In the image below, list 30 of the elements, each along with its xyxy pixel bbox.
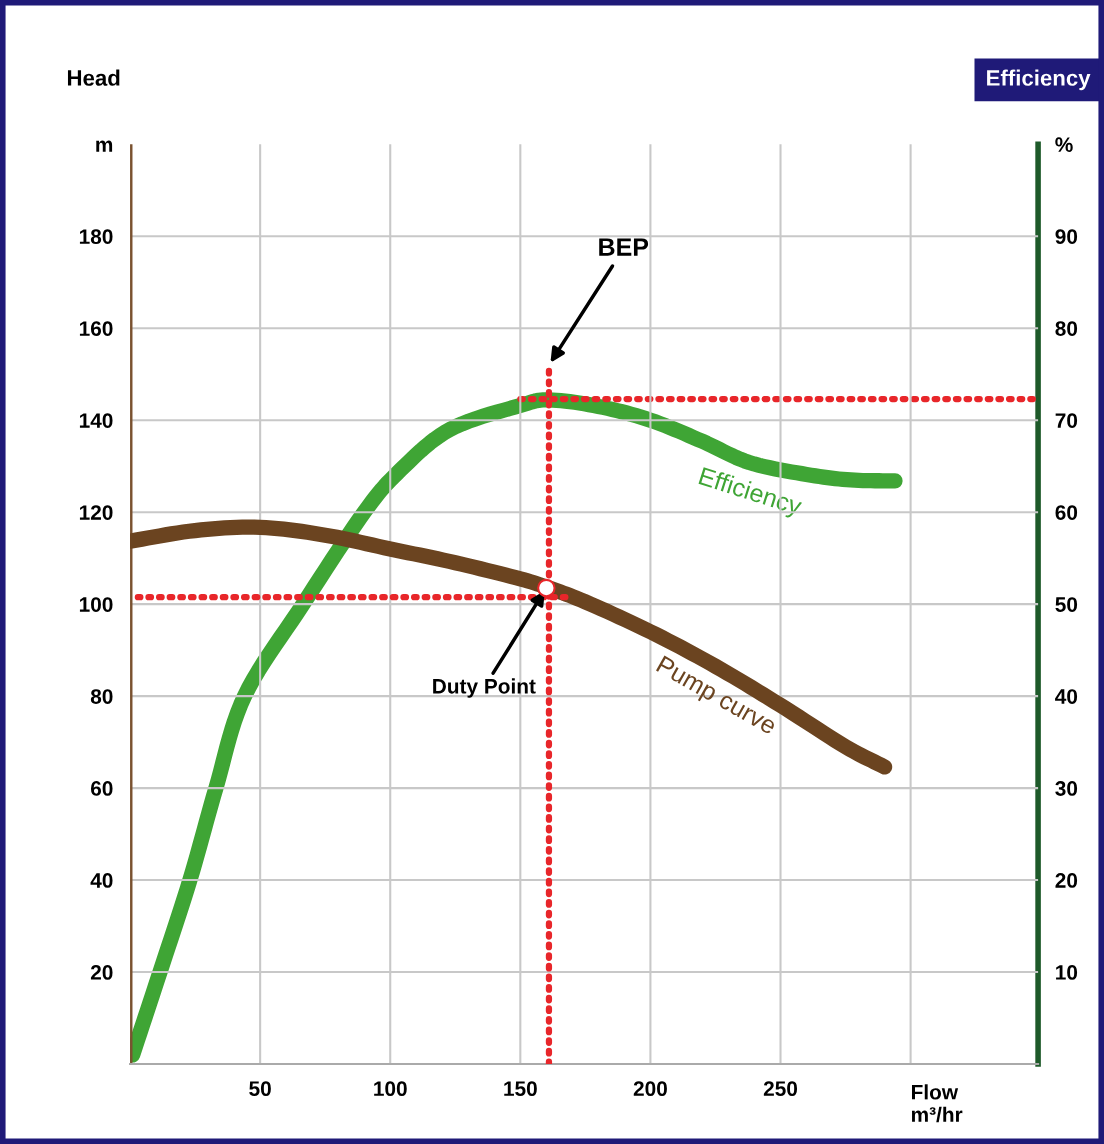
x-tick-label: 50	[249, 1081, 271, 1096]
y2-tick-label: 70	[1055, 413, 1078, 428]
y2-tick-label: 10	[1056, 965, 1078, 980]
y2-tick-label: 50	[1055, 597, 1078, 612]
x-tick-label: 250	[763, 1081, 798, 1096]
y2-tick-label: 90	[1055, 229, 1078, 244]
x-axis-title: Flow m³/hr	[911, 1084, 963, 1123]
y2-axis-title: Efficiency	[987, 69, 1091, 91]
x-tick-label: 200	[633, 1081, 667, 1096]
x-tick-label: 100	[374, 1081, 407, 1096]
annotation: Duty Point	[433, 678, 536, 698]
y-tick-label: 140	[79, 413, 113, 428]
annotation: BEP	[599, 238, 649, 256]
x-tick-label: 150	[504, 1081, 537, 1096]
y2-tick-label: %	[1055, 137, 1073, 152]
y-axis-title: Head	[67, 69, 120, 86]
y-tick-label: 60	[90, 781, 113, 796]
y-tick-label: 180	[79, 229, 113, 244]
y-tick-label: 100	[79, 597, 113, 612]
y-tick-label: m	[96, 140, 113, 152]
y-tick-label: 120	[79, 505, 113, 520]
y-tick-label: 20	[90, 965, 113, 980]
y-tick-label: 160	[79, 321, 113, 336]
y2-tick-label: 40	[1055, 689, 1078, 704]
y2-tick-label: 30	[1055, 781, 1078, 796]
y2-tick-label: 80	[1055, 321, 1078, 336]
y-tick-label: 80	[90, 689, 113, 704]
y-tick-label: 40	[90, 873, 113, 888]
y2-tick-label: 20	[1055, 873, 1078, 888]
y2-tick-label: 60	[1055, 505, 1078, 520]
